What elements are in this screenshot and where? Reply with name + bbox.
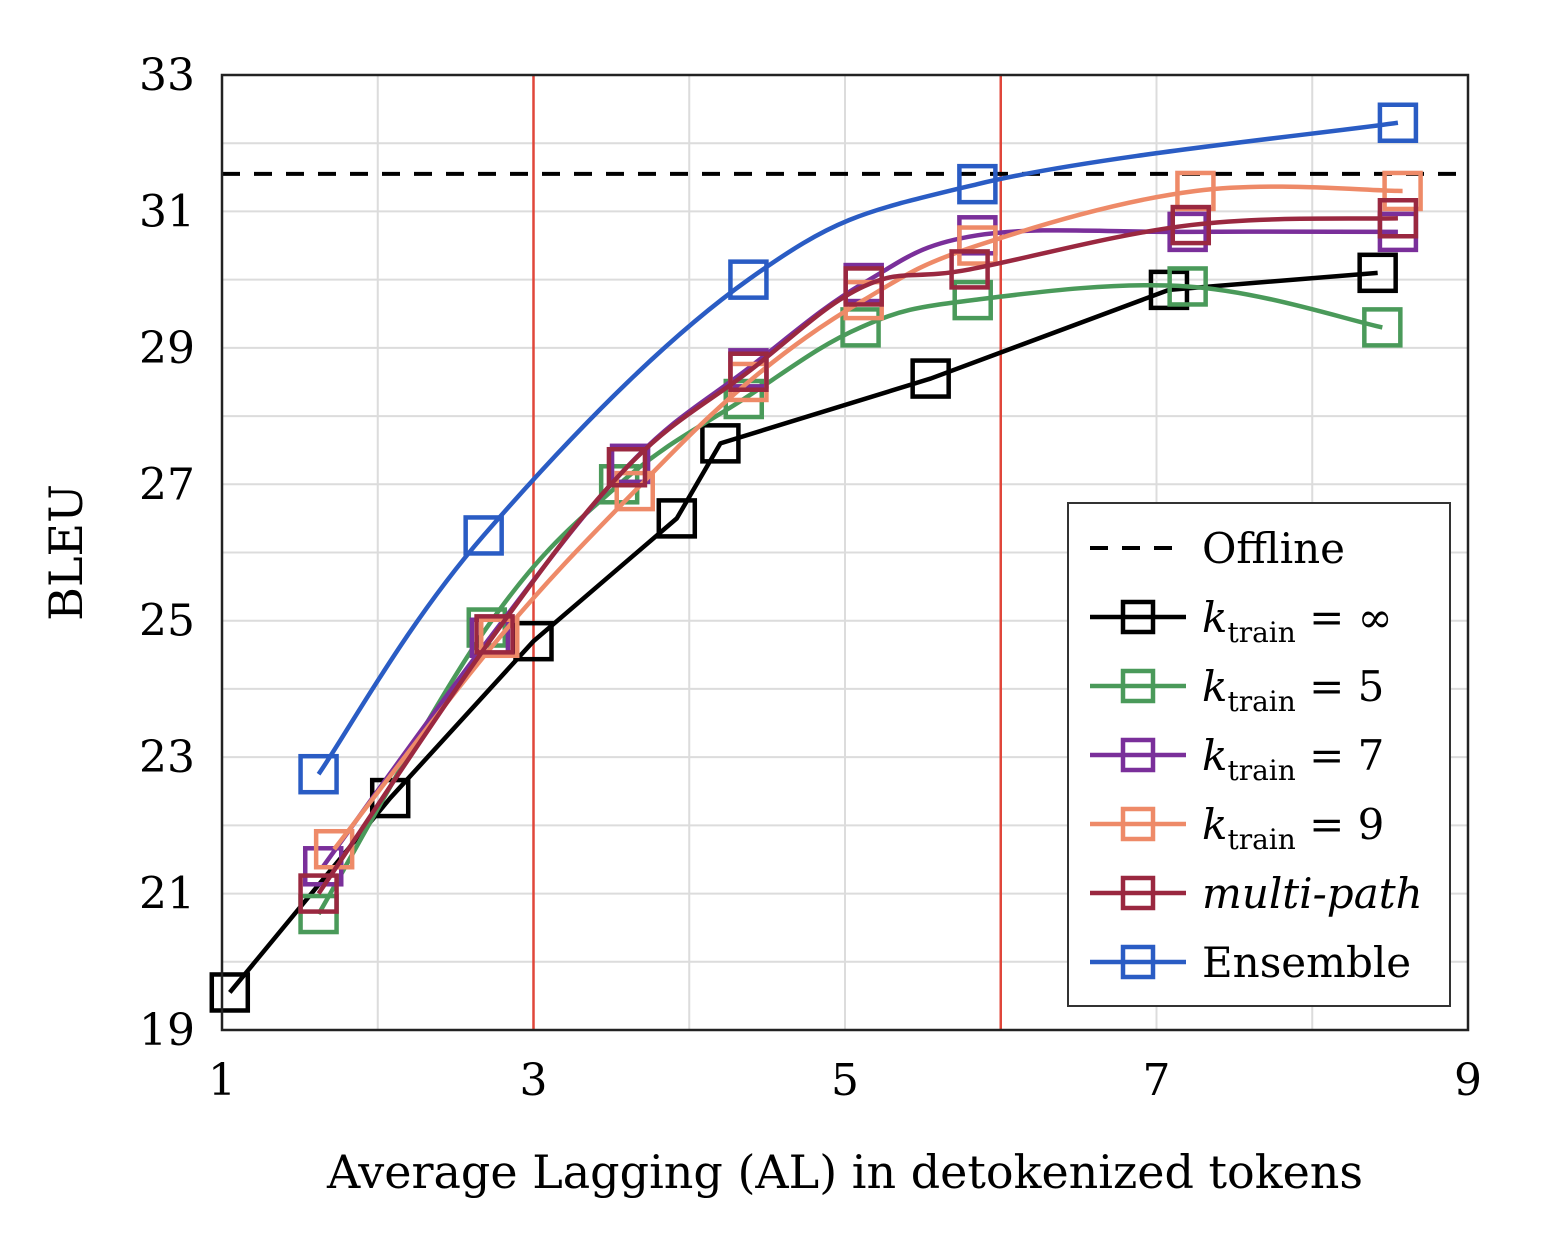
x-tick-label: 9: [1454, 1055, 1482, 1106]
legend-swatch-marker: [1120, 599, 1156, 635]
data-point-marker: [298, 753, 339, 795]
data-point-marker: [656, 498, 698, 539]
legend-swatch-marker: [1120, 875, 1156, 911]
data-point-marker: [609, 443, 651, 485]
legend-label-subscript: train: [1227, 754, 1295, 787]
legend-swatch-marker: [1120, 806, 1156, 842]
plot-frame: [220, 73, 1470, 1032]
legend-label: Ensemble: [1202, 938, 1411, 987]
y-tick-label: 27: [139, 459, 195, 510]
legend-label: ktrain = ∞: [1202, 593, 1393, 649]
x-tick-label: 1: [208, 1055, 236, 1106]
legend-label-italic: multi-path: [1202, 869, 1423, 918]
data-point-marker: [1377, 102, 1419, 143]
series-4: [298, 198, 1419, 914]
y-tick-label: 21: [139, 869, 195, 920]
x-tick-labels: 1 3 5 7 9: [208, 1055, 1482, 1106]
y-tick-labels: 19 21 23 25 27 29 31 33: [139, 50, 195, 1056]
legend-label: ktrain = 5: [1202, 662, 1384, 718]
data-point-marker: [606, 446, 648, 488]
data-point-marker: [728, 259, 769, 300]
y-tick-label: 33: [139, 50, 195, 101]
legend-label-var: k: [1202, 731, 1227, 780]
legend-offline-label: Offline: [1202, 524, 1345, 573]
data-point-marker: [952, 279, 993, 321]
x-tick-label: 3: [520, 1055, 548, 1106]
data-point-marker: [1362, 307, 1403, 348]
legend-label-rest: = 7: [1296, 731, 1385, 780]
y-tick-label: 29: [139, 323, 195, 374]
legend-label: ktrain = 9: [1202, 800, 1384, 856]
y-tick-label: 25: [139, 596, 195, 647]
legend-swatch-marker: [1120, 668, 1156, 704]
series-5: [298, 102, 1419, 795]
series-group: [209, 102, 1423, 1013]
y-axis-title: BLEU: [39, 484, 93, 621]
data-point-marker: [728, 351, 769, 392]
data-point-marker: [1377, 198, 1419, 239]
legend-label-var: k: [1202, 800, 1227, 849]
data-point-marker: [209, 972, 251, 1013]
series-line: [228, 270, 1378, 994]
x-axis-title: Average Lagging (AL) in detokenized toke…: [326, 1145, 1363, 1199]
data-point-marker: [1167, 266, 1208, 307]
legend-label-var: k: [1202, 662, 1227, 711]
data-point-marker: [1170, 204, 1212, 246]
data-point-marker: [843, 266, 884, 307]
legend-label: ktrain = 7: [1202, 731, 1384, 787]
x-tick-label: 7: [1143, 1055, 1171, 1106]
x-tick-label: 5: [831, 1055, 859, 1106]
data-point-marker: [298, 873, 339, 914]
series-line: [316, 120, 1399, 776]
data-point-marker: [1167, 211, 1208, 253]
legend-label-rest: = ∞: [1296, 593, 1393, 642]
y-tick-label: 19: [139, 1005, 195, 1056]
y-tick-label: 31: [139, 186, 195, 237]
legend-swatch-marker: [1120, 944, 1156, 980]
series-line: [332, 184, 1403, 851]
data-point-marker: [1382, 170, 1423, 212]
data-point-marker: [614, 470, 655, 512]
data-point-marker: [957, 225, 998, 266]
legend-label-subscript: train: [1227, 823, 1295, 856]
data-point-marker: [949, 249, 990, 290]
data-point-marker: [1357, 252, 1398, 294]
data-point-marker: [957, 163, 998, 205]
legend-label-subscript: train: [1227, 685, 1295, 718]
legend-swatch-marker: [1120, 737, 1156, 773]
data-point-marker: [463, 515, 504, 556]
data-point-marker: [474, 614, 515, 655]
legend-label-subscript: train: [1227, 616, 1295, 649]
legend-label-rest: = 5: [1296, 662, 1385, 711]
data-point-marker: [700, 423, 741, 464]
data-point-marker: [910, 358, 951, 399]
data-point-marker: [298, 893, 339, 935]
legend-label-var: k: [1202, 593, 1227, 642]
legend-label-rest: = 9: [1296, 800, 1385, 849]
legend-label: multi-path: [1202, 869, 1423, 918]
data-point-marker: [840, 307, 881, 348]
data-point-marker: [478, 617, 520, 659]
y-tick-label: 23: [139, 732, 195, 783]
